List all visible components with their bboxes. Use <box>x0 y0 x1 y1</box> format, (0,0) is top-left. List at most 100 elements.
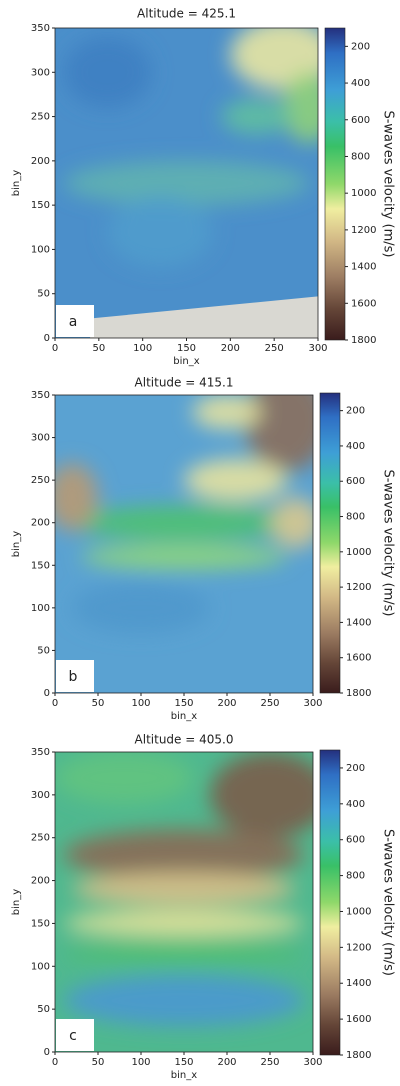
heatmap-blob <box>230 28 318 90</box>
colorbar-tick-label: 1400 <box>346 617 371 628</box>
x-tick-label: 300 <box>303 1057 322 1068</box>
colorbar-tick-label: 1000 <box>346 547 371 558</box>
x-tick-label: 200 <box>217 1057 236 1068</box>
y-tick-label: 250 <box>31 475 50 486</box>
chart-title: Altitude = 415.1 <box>135 376 234 390</box>
heatmap <box>55 752 313 1052</box>
colorbar-tick-label: 200 <box>346 406 365 417</box>
heatmap-blob <box>55 463 98 532</box>
colorbar-tick-label: 800 <box>346 871 365 882</box>
y-tick-label: 100 <box>31 603 50 614</box>
y-tick-label: 350 <box>31 747 50 758</box>
chart-title: Altitude = 425.1 <box>137 7 236 21</box>
x-axis-label: bin_x <box>173 356 199 367</box>
heatmap-blob <box>184 458 288 502</box>
heatmap-blob <box>63 36 152 108</box>
colorbar-tick-label: 1400 <box>346 978 371 989</box>
colorbar-tick-label: 1600 <box>351 298 376 309</box>
panel: b Altitude = 415.1 0 50 100 150 200 250 300 0 50 10… <box>11 376 396 723</box>
heatmap-blobs <box>63 28 318 268</box>
x-tick-label: 50 <box>92 343 105 354</box>
heatmap-blob <box>80 544 288 570</box>
heatmap-blob <box>72 872 296 907</box>
x-tick-label: 150 <box>177 343 196 354</box>
colorbar-tick-label: 600 <box>346 835 365 846</box>
heatmap-blob <box>221 98 292 135</box>
heatmap <box>55 395 313 693</box>
x-tick-label: 300 <box>308 343 327 354</box>
colorbar-tick-label: 1400 <box>351 262 376 273</box>
y-tick-label: 300 <box>31 433 50 444</box>
colorbar-tick-label: 1000 <box>351 188 376 199</box>
colorbar <box>324 27 346 341</box>
colorbar-tick-label: 400 <box>346 799 365 810</box>
heatmap-blob <box>63 160 310 206</box>
colorbar-tick-label: 1800 <box>346 1050 371 1061</box>
heatmap-blob <box>282 72 318 144</box>
y-axis-label: bin_y <box>11 889 22 915</box>
colorbar-tick-label: 1800 <box>346 688 371 699</box>
heatmap-blobs <box>55 395 313 634</box>
x-tick-label: 0 <box>52 1057 58 1068</box>
panel-label-box <box>56 660 94 692</box>
heatmap-blob <box>192 395 262 430</box>
heatmap-blob <box>72 505 296 540</box>
heatmap <box>55 28 318 338</box>
heatmap-blob <box>63 910 305 937</box>
x-tick-label: 200 <box>217 698 236 709</box>
panel-label: c <box>69 1028 77 1044</box>
y-tick-label: 250 <box>31 833 50 844</box>
y-tick-label: 300 <box>31 790 50 801</box>
y-axis-label: bin_y <box>11 170 22 196</box>
heatmap-blob <box>63 943 305 964</box>
y-tick-label: 100 <box>31 961 50 972</box>
x-tick-label: 250 <box>260 1057 279 1068</box>
y-tick-label: 200 <box>31 518 50 529</box>
panel: c Altitude = 405.0 0 50 100 150 200 250 300 0 50 10… <box>11 733 396 1082</box>
y-tick-label: 150 <box>31 918 50 929</box>
y-tick-label: 50 <box>37 1004 50 1015</box>
y-tick-label: 350 <box>31 390 50 401</box>
colorbar-label: S-waves velocity (m/s) <box>381 469 396 616</box>
colorbar <box>319 392 341 694</box>
x-tick-label: 100 <box>133 343 152 354</box>
y-tick-label: 200 <box>31 876 50 887</box>
colorbar-tick-label: 800 <box>351 151 370 162</box>
y-tick-label: 50 <box>37 645 50 656</box>
x-axis-label: bin_x <box>171 711 197 722</box>
colorbar-tick-label: 1600 <box>346 653 371 664</box>
panel-label-box <box>56 1019 94 1051</box>
x-tick-label: 250 <box>260 698 279 709</box>
panel: a Altitude = 425.1 0 50 100 150 200 250 300 0 50 10… <box>11 7 396 368</box>
colorbar-tick-label: 200 <box>346 763 365 774</box>
y-tick-label: 250 <box>31 112 50 123</box>
masked-area <box>90 296 318 338</box>
heatmap-blob <box>244 395 313 472</box>
colorbar-tick-label: 1200 <box>351 225 376 236</box>
y-tick-label: 200 <box>31 156 50 167</box>
y-tick-label: 350 <box>31 23 50 34</box>
x-tick-label: 150 <box>174 1057 193 1068</box>
heatmap-blob <box>107 196 213 268</box>
y-tick-label: 150 <box>31 560 50 571</box>
x-tick-label: 0 <box>52 698 58 709</box>
colorbar-tick-label: 1800 <box>351 335 376 346</box>
x-tick-label: 300 <box>303 698 322 709</box>
colorbar <box>319 749 341 1056</box>
x-tick-label: 100 <box>131 698 150 709</box>
colorbar-tick-label: 400 <box>351 78 370 89</box>
x-tick-label: 50 <box>92 698 105 709</box>
heatmap-blobs <box>55 752 313 1027</box>
colorbar-tick-label: 600 <box>346 476 365 487</box>
colorbar-tick-label: 200 <box>351 41 370 52</box>
colorbar-tick-label: 1200 <box>346 942 371 953</box>
x-axis-label: bin_x <box>171 1070 197 1081</box>
heatmap-blob <box>72 582 210 634</box>
heatmap-blob <box>63 829 305 881</box>
y-tick-label: 150 <box>31 200 50 211</box>
y-tick-label: 50 <box>37 289 50 300</box>
y-tick-label: 100 <box>31 244 50 255</box>
heatmap-blob <box>55 752 193 804</box>
colorbar-tick-label: 1600 <box>346 1014 371 1025</box>
